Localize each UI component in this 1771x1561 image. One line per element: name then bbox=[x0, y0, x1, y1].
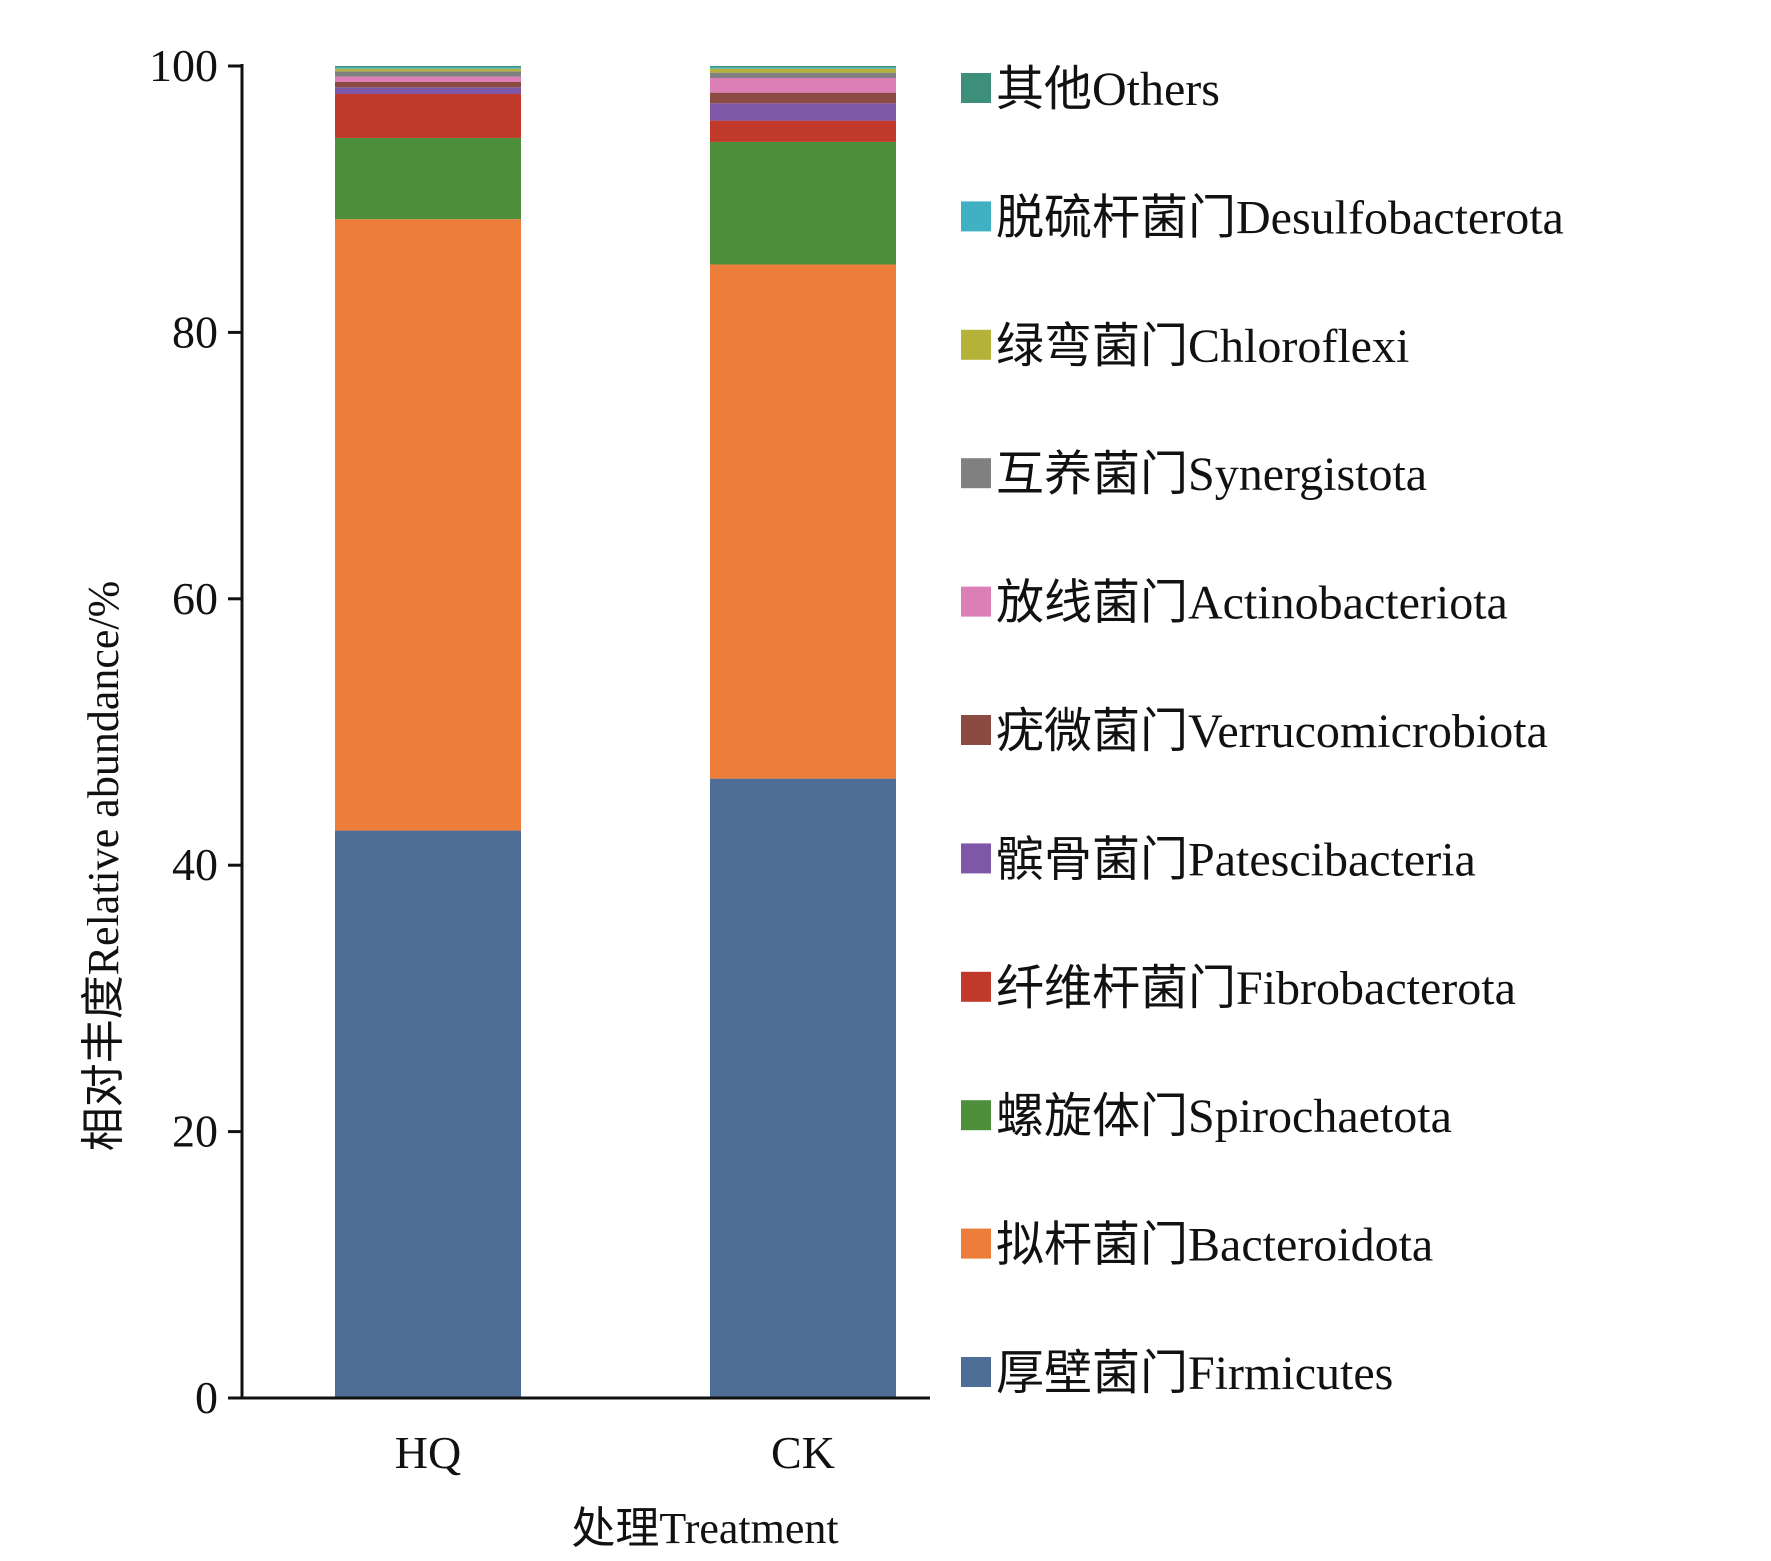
legend-swatch-4 bbox=[961, 586, 991, 617]
bar-segment-CK-10 bbox=[710, 66, 896, 68]
bar-segment-HQ-8 bbox=[335, 68, 521, 72]
axes-group bbox=[240, 64, 930, 1400]
legend-label-0: 其他Others bbox=[996, 63, 1220, 116]
legend-swatch-3 bbox=[961, 458, 991, 489]
legend-label-1: 脱硫杆菌门Desulfobacterota bbox=[996, 191, 1564, 244]
y-ticks-group: 0 20 40 60 80 100 bbox=[149, 40, 242, 1423]
legend-label-6: 髌骨菌门Patescibacteria bbox=[996, 833, 1476, 886]
bar-segment-CK-5 bbox=[710, 92, 896, 104]
x-axis-title: 处理Treatment bbox=[571, 1504, 838, 1553]
bar-segment-HQ-0 bbox=[335, 830, 521, 1398]
bar-segment-HQ-1 bbox=[335, 219, 521, 831]
legend-swatch-2 bbox=[961, 329, 991, 360]
bar-segment-CK-6 bbox=[710, 77, 896, 93]
legend-label-8: 螺旋体门Spirochaetota bbox=[996, 1090, 1452, 1143]
bar-segment-CK-0 bbox=[710, 778, 896, 1398]
y-tick-label-40: 40 bbox=[172, 839, 218, 890]
y-tick-label-60: 60 bbox=[172, 573, 218, 624]
legend-label-7: 纤维杆菌门Fibrobacterota bbox=[996, 962, 1516, 1015]
x-tick-labels-group: HQ CK bbox=[395, 1427, 835, 1478]
bar-segment-HQ-6 bbox=[335, 76, 521, 82]
legend-swatch-8 bbox=[961, 1100, 991, 1131]
bar-segment-CK-4 bbox=[710, 103, 896, 121]
bar-segment-HQ-3 bbox=[335, 93, 521, 138]
bar-segment-CK-9 bbox=[710, 67, 896, 69]
y-tick-label-80: 80 bbox=[172, 306, 218, 357]
bar-segment-HQ-4 bbox=[335, 87, 521, 94]
legend-label-10: 厚壁菌门Firmicutes bbox=[996, 1347, 1393, 1400]
y-tick-label-0: 0 bbox=[195, 1372, 218, 1423]
bar-segment-CK-8 bbox=[710, 68, 896, 73]
legend-label-4: 放线菌门Actinobacteriota bbox=[996, 577, 1508, 630]
legend-swatch-7 bbox=[961, 971, 991, 1002]
bars-group bbox=[335, 66, 896, 1398]
x-tick-label-CK: CK bbox=[771, 1427, 835, 1478]
legend-swatch-10 bbox=[961, 1357, 991, 1387]
bar-segment-HQ-10 bbox=[335, 66, 521, 68]
legend-swatch-6 bbox=[961, 843, 991, 874]
bar-segment-CK-1 bbox=[710, 264, 896, 779]
bar-segment-CK-3 bbox=[710, 120, 896, 142]
bar-segment-HQ-2 bbox=[335, 137, 521, 220]
y-tick-label-100: 100 bbox=[149, 40, 218, 91]
legend-swatch-1 bbox=[961, 201, 991, 232]
bar-segment-CK-7 bbox=[710, 72, 896, 78]
legend-label-5: 疣微菌门Verrucomicrobiota bbox=[996, 705, 1548, 758]
y-axis-title: 相对丰度Relative abundance/% bbox=[79, 581, 128, 1152]
bar-segment-HQ-5 bbox=[335, 81, 521, 88]
legend-swatch-9 bbox=[961, 1228, 991, 1259]
legend-label-9: 拟杆菌门Bacteroidota bbox=[996, 1219, 1433, 1272]
bar-segment-HQ-9 bbox=[335, 67, 521, 69]
legend-label-3: 互养菌门Synergistota bbox=[996, 448, 1427, 501]
bar-segment-HQ-7 bbox=[335, 71, 521, 77]
legend: 其他Others 脱硫杆菌门Desulfobacterota 绿弯菌门Chlorof… bbox=[961, 63, 1564, 1400]
legend-label-2: 绿弯菌门Chloroflexi bbox=[996, 320, 1409, 373]
legend-swatch-0 bbox=[961, 73, 991, 103]
bar-segment-CK-2 bbox=[710, 141, 896, 265]
y-tick-label-20: 20 bbox=[172, 1106, 218, 1157]
legend-swatch-5 bbox=[961, 715, 991, 745]
x-tick-label-HQ: HQ bbox=[395, 1427, 461, 1478]
